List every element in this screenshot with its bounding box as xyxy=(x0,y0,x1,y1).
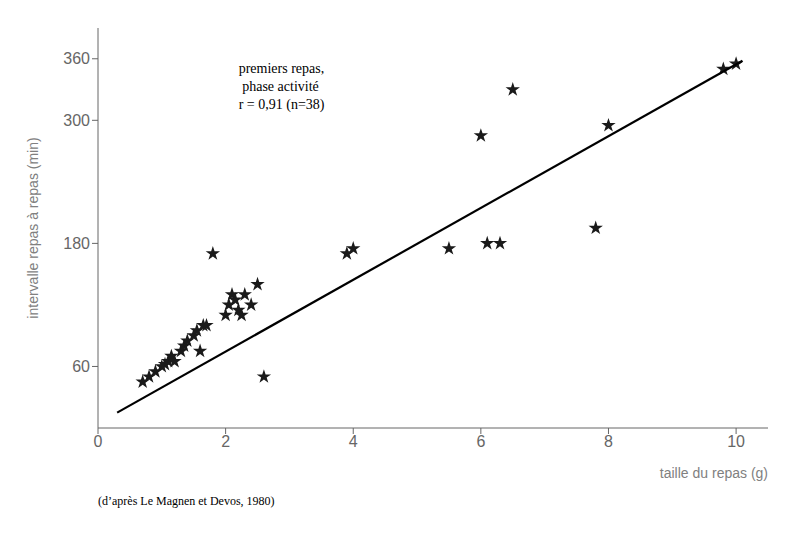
svg-text:taille du repas (g): taille du repas (g) xyxy=(660,465,768,481)
html-text:(d’après Le Magnen et Devos, 1: (d’après Le Magnen et Devos, 1980) xyxy=(98,494,275,508)
svg-text:6: 6 xyxy=(476,433,485,450)
svg-text:60: 60 xyxy=(72,358,90,375)
svg-text:10: 10 xyxy=(727,433,745,450)
html-text:premiers repas, phase activité: premiers repas, phase activité r = 0,91 … xyxy=(238,61,325,112)
svg-text:8: 8 xyxy=(604,433,613,450)
svg-text:180: 180 xyxy=(63,235,90,252)
svg-text:4: 4 xyxy=(349,433,358,450)
svg-text:0: 0 xyxy=(94,433,103,450)
svg-text:300: 300 xyxy=(63,112,90,129)
svg-text:360: 360 xyxy=(63,50,90,67)
svg-text:2: 2 xyxy=(221,433,230,450)
svg-text:intervalle repas à repas (min): intervalle repas à repas (min) xyxy=(25,137,41,318)
